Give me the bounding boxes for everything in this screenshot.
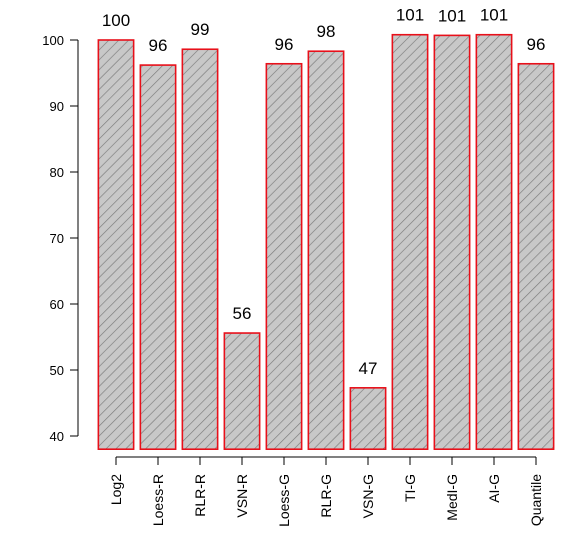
data-label: 100 [102, 11, 130, 30]
bar [139, 64, 177, 450]
data-label: 101 [480, 6, 508, 25]
category-label: RLR-R [192, 474, 208, 517]
y-tick-label: 50 [50, 363, 64, 378]
category-label: AI-G [486, 474, 502, 503]
category-label: TI-G [402, 474, 418, 502]
category-label: Log2 [108, 474, 124, 505]
y-tick-label: 90 [50, 99, 64, 114]
category-label: Loess-R [150, 474, 166, 526]
data-label: 56 [233, 304, 252, 323]
bar [391, 33, 429, 451]
data-labels-group: 100 96 99 56 96 98 47 101 101 101 96 [102, 6, 546, 378]
category-label: MedI-G [444, 474, 460, 521]
category-label: Loess-G [276, 474, 292, 527]
data-label: 47 [359, 359, 378, 378]
bar [517, 62, 555, 451]
data-label: 96 [275, 35, 294, 54]
data-label: 96 [149, 36, 168, 55]
bar [307, 50, 345, 451]
category-label: RLR-G [318, 474, 334, 518]
data-label: 96 [527, 35, 546, 54]
category-label: VSN-G [360, 474, 376, 518]
y-axis: 40 50 60 70 80 90 100 [42, 33, 79, 444]
category-label: VSN-R [234, 474, 250, 518]
y-tick-label: 40 [50, 429, 64, 444]
bar [223, 332, 261, 451]
data-label: 101 [396, 6, 424, 25]
bar [433, 34, 471, 451]
bar [349, 387, 387, 451]
bar [181, 48, 219, 450]
bar [97, 39, 135, 451]
y-tick-label: 70 [50, 231, 64, 246]
y-tick-label: 60 [50, 297, 64, 312]
y-tick-label: 80 [50, 165, 64, 180]
data-label: 98 [317, 22, 336, 41]
y-tick-label: 100 [42, 33, 64, 48]
category-label: Quantile [528, 474, 544, 526]
bar [475, 33, 513, 451]
bar [265, 62, 303, 451]
data-label: 99 [191, 20, 210, 39]
data-label: 101 [438, 6, 466, 25]
category-labels-group: Log2 Loess-R RLR-R VSN-R Loess-G RLR-G VSN-G TI… [108, 456, 544, 527]
bars-group [97, 33, 555, 451]
